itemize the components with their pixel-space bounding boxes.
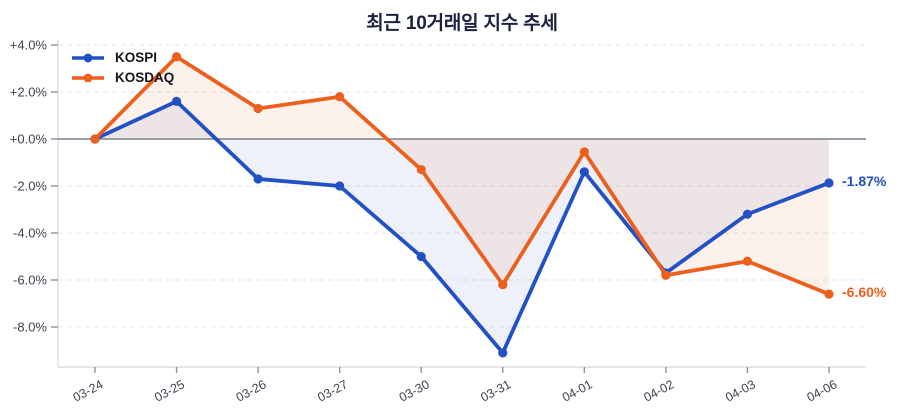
kospi-data-point (742, 209, 753, 219)
kosdaq-data-point (335, 92, 345, 102)
x-tick-label: 03-30 (397, 377, 432, 404)
kospi-data-point (335, 181, 345, 191)
legend: KOSPI KOSDAQ (70, 50, 174, 85)
legend-item-kosdaq: KOSDAQ (70, 70, 174, 85)
kosdaq-data-point (824, 289, 834, 299)
kospi-last-value-label: -1.87% (842, 172, 887, 189)
legend-item-kospi: KOSPI (70, 50, 174, 65)
x-tick-label: 03-31 (478, 377, 513, 404)
y-tick-label: -2.0% (13, 179, 47, 194)
y-tick-label: +0.0% (10, 132, 48, 147)
kosdaq-data-point (253, 103, 263, 114)
y-tick-label: +4.0% (10, 38, 48, 53)
kospi-data-point (824, 178, 834, 188)
kospi-data-point (498, 348, 508, 358)
legend-label-kospi: KOSPI (115, 50, 158, 65)
chart-title: 최근 10거래일 지수 추세 (366, 13, 558, 34)
legend-label-kosdaq: KOSDAQ (115, 70, 175, 85)
y-tick-label: -8.0% (13, 320, 47, 335)
x-tick-label: 03-27 (315, 377, 350, 404)
kospi-data-point (253, 174, 263, 184)
kosdaq-legend-marker-icon (72, 73, 104, 82)
kosdaq-data-point (416, 164, 426, 175)
kospi-data-point (579, 167, 589, 177)
kospi-line (93, 99, 831, 355)
x-tick-label: 04-01 (560, 377, 595, 404)
kosdaq-line (93, 54, 831, 297)
kosdaq-area-fill (95, 56, 829, 295)
y-tick-label: +2.0% (10, 85, 48, 100)
kosdaq-data-point (579, 147, 589, 157)
x-tick-label: 04-03 (723, 377, 758, 404)
x-tick-label: 03-24 (71, 377, 106, 404)
kospi-legend-marker-icon (72, 53, 104, 62)
kosdaq-data-point (498, 280, 508, 290)
kosdaq-last-value-label: -6.60% (842, 284, 887, 301)
y-tick-label: -6.0% (13, 273, 47, 288)
kosdaq-data-point (171, 52, 182, 62)
kospi-data-point (416, 251, 426, 262)
x-tick-label: 03-26 (234, 377, 269, 404)
x-tick-label: 04-02 (641, 377, 676, 404)
kosdaq-data-point (742, 256, 753, 266)
x-tick-label: 04-06 (805, 377, 840, 404)
kospi-data-point (171, 96, 182, 106)
x-tick-label: 03-25 (152, 377, 187, 404)
kosdaq-data-point (90, 134, 100, 144)
y-tick-label: -4.0% (13, 226, 47, 241)
kosdaq-data-point (661, 270, 671, 280)
